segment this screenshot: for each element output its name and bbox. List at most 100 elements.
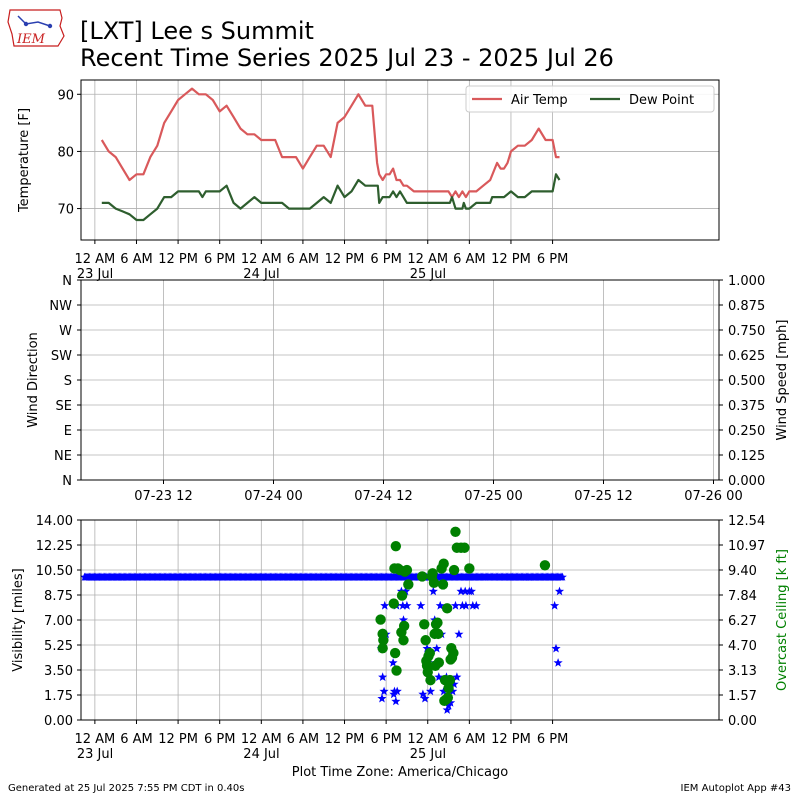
visibility-point bbox=[392, 686, 402, 696]
y-axis-label: Temperature [F] bbox=[17, 108, 32, 213]
y-tick-label: 8.75 bbox=[44, 589, 73, 604]
ceiling-point bbox=[388, 598, 399, 609]
ceiling-point bbox=[428, 577, 440, 589]
x-tick-label: 12 AM bbox=[407, 252, 448, 267]
visibility-point bbox=[377, 693, 387, 703]
ceiling-point bbox=[378, 635, 389, 646]
right-y-tick-label: 1.57 bbox=[728, 689, 757, 704]
ceiling-point bbox=[421, 660, 433, 671]
visibility-point bbox=[439, 686, 449, 696]
x-tick-date-label: 24 Jul bbox=[243, 747, 279, 762]
right-y-tick-label: 0.125 bbox=[728, 449, 765, 464]
y-tick-label: 12.25 bbox=[36, 539, 73, 554]
visibility-point bbox=[434, 672, 444, 681]
ceiling-point bbox=[398, 620, 410, 632]
y-tick-label: 70 bbox=[57, 203, 74, 218]
x-tick-label: 12 AM bbox=[241, 732, 282, 747]
x-tick-label: 6 PM bbox=[370, 252, 401, 267]
x-tick-label: 07-25 12 bbox=[574, 489, 632, 504]
x-tick-label: 07-25 00 bbox=[464, 489, 522, 504]
footer-generated: Generated at 25 Jul 2025 7:55 PM CDT in … bbox=[8, 783, 245, 794]
ceiling-point bbox=[416, 571, 428, 582]
x-tick-label: 6 AM bbox=[287, 732, 320, 747]
ceiling-point bbox=[464, 563, 475, 574]
visibility-point bbox=[432, 643, 442, 653]
ceiling-point bbox=[425, 674, 436, 686]
visibility-point bbox=[456, 586, 466, 596]
visibility-point bbox=[378, 672, 388, 681]
air-temp-line bbox=[100, 87, 560, 199]
x-tick-label: 6 AM bbox=[453, 252, 486, 267]
right-y-tick-label: 1.000 bbox=[728, 274, 765, 289]
x-tick-label: 12 AM bbox=[74, 732, 115, 747]
visibility-point bbox=[388, 658, 398, 667]
y-axis-label: Wind Direction bbox=[26, 332, 41, 428]
x-tick-label: 07-23 12 bbox=[134, 489, 192, 504]
x-tick-label: 6 AM bbox=[120, 732, 153, 747]
footer-app: IEM Autoplot App #43 bbox=[680, 783, 791, 794]
x-tick-label: 6 AM bbox=[287, 252, 320, 267]
y-tick-label: 90 bbox=[57, 88, 74, 103]
ceiling-point bbox=[396, 590, 408, 601]
y-tick-label: NE bbox=[54, 449, 72, 464]
right-y-tick-label: 7.84 bbox=[728, 589, 757, 604]
chart-subtitle: Recent Time Series 2025 Jul 23 - 2025 Ju… bbox=[80, 44, 614, 72]
x-tick-label: 07-26 00 bbox=[684, 489, 742, 504]
x-tick-label: 12 PM bbox=[325, 732, 365, 747]
x-tick-label: 6 AM bbox=[453, 732, 486, 747]
ceiling-point bbox=[403, 579, 414, 590]
visibility-point bbox=[389, 689, 399, 699]
right-y-tick-label: 0.875 bbox=[728, 299, 765, 314]
ceiling-point bbox=[441, 603, 453, 614]
x-tick-label: 6 PM bbox=[204, 732, 235, 747]
visibility-point bbox=[551, 643, 561, 653]
visibility-point bbox=[416, 600, 426, 610]
x-axis-label: Plot Time Zone: America/Chicago bbox=[292, 765, 508, 780]
ceiling-point bbox=[433, 657, 445, 668]
right-y-tick-label: 0.000 bbox=[728, 474, 765, 489]
x-tick-label: 6 PM bbox=[370, 732, 401, 747]
ceiling-point bbox=[437, 579, 449, 590]
ceiling-point bbox=[401, 564, 413, 576]
right-y-tick-label: 3.13 bbox=[728, 664, 757, 679]
y-tick-label: N bbox=[62, 474, 72, 489]
ceiling-point bbox=[539, 560, 551, 571]
right-y-tick-label: 4.70 bbox=[728, 639, 757, 654]
visibility-baseline-markers bbox=[80, 572, 567, 581]
y-tick-label: NW bbox=[49, 299, 72, 314]
visibility-point bbox=[418, 689, 428, 699]
x-tick-date-label: 24 Jul bbox=[243, 267, 279, 282]
ceiling-point bbox=[377, 643, 388, 654]
visibility-point bbox=[460, 586, 470, 596]
x-tick-label: 12 PM bbox=[158, 732, 198, 747]
ceiling-point bbox=[450, 526, 461, 538]
x-tick-label: 07-24 12 bbox=[354, 489, 412, 504]
y-tick-label: SW bbox=[51, 349, 72, 364]
right-y-tick-label: 12.54 bbox=[728, 514, 765, 529]
wind-panel: N NE E SE S SW W NW N 0.000 0.125 0.250 0.375 0.500 0.… bbox=[26, 274, 790, 504]
visibility-point bbox=[461, 600, 471, 610]
visibility-point bbox=[550, 600, 560, 610]
chart-title: [LXT] Lee s Summit bbox=[80, 17, 314, 45]
visibility-point bbox=[449, 679, 459, 689]
visibility-point bbox=[402, 600, 412, 610]
visibility-point bbox=[553, 658, 563, 667]
x-tick-date-label: 25 Jul bbox=[410, 267, 446, 282]
ceiling-point bbox=[427, 568, 438, 579]
x-tick-label: 6 PM bbox=[204, 252, 235, 267]
x-tick-label: 12 PM bbox=[325, 252, 365, 267]
ceiling-point bbox=[389, 647, 401, 659]
right-y-tick-label: 0.250 bbox=[728, 424, 765, 439]
y-tick-label: 0.00 bbox=[44, 714, 73, 729]
x-tick-label: 12 PM bbox=[158, 252, 198, 267]
y-tick-label: 7.00 bbox=[44, 614, 73, 629]
x-tick-label: 07-24 00 bbox=[244, 489, 302, 504]
ceiling-point bbox=[420, 635, 431, 646]
y-tick-label: 10.50 bbox=[36, 564, 73, 579]
y-tick-label: 3.50 bbox=[44, 664, 73, 679]
ceiling-point bbox=[448, 647, 459, 659]
ceiling-point bbox=[442, 692, 454, 703]
legend: Air Temp Dew Point bbox=[465, 85, 715, 113]
right-y-tick-label: 0.00 bbox=[728, 714, 757, 729]
